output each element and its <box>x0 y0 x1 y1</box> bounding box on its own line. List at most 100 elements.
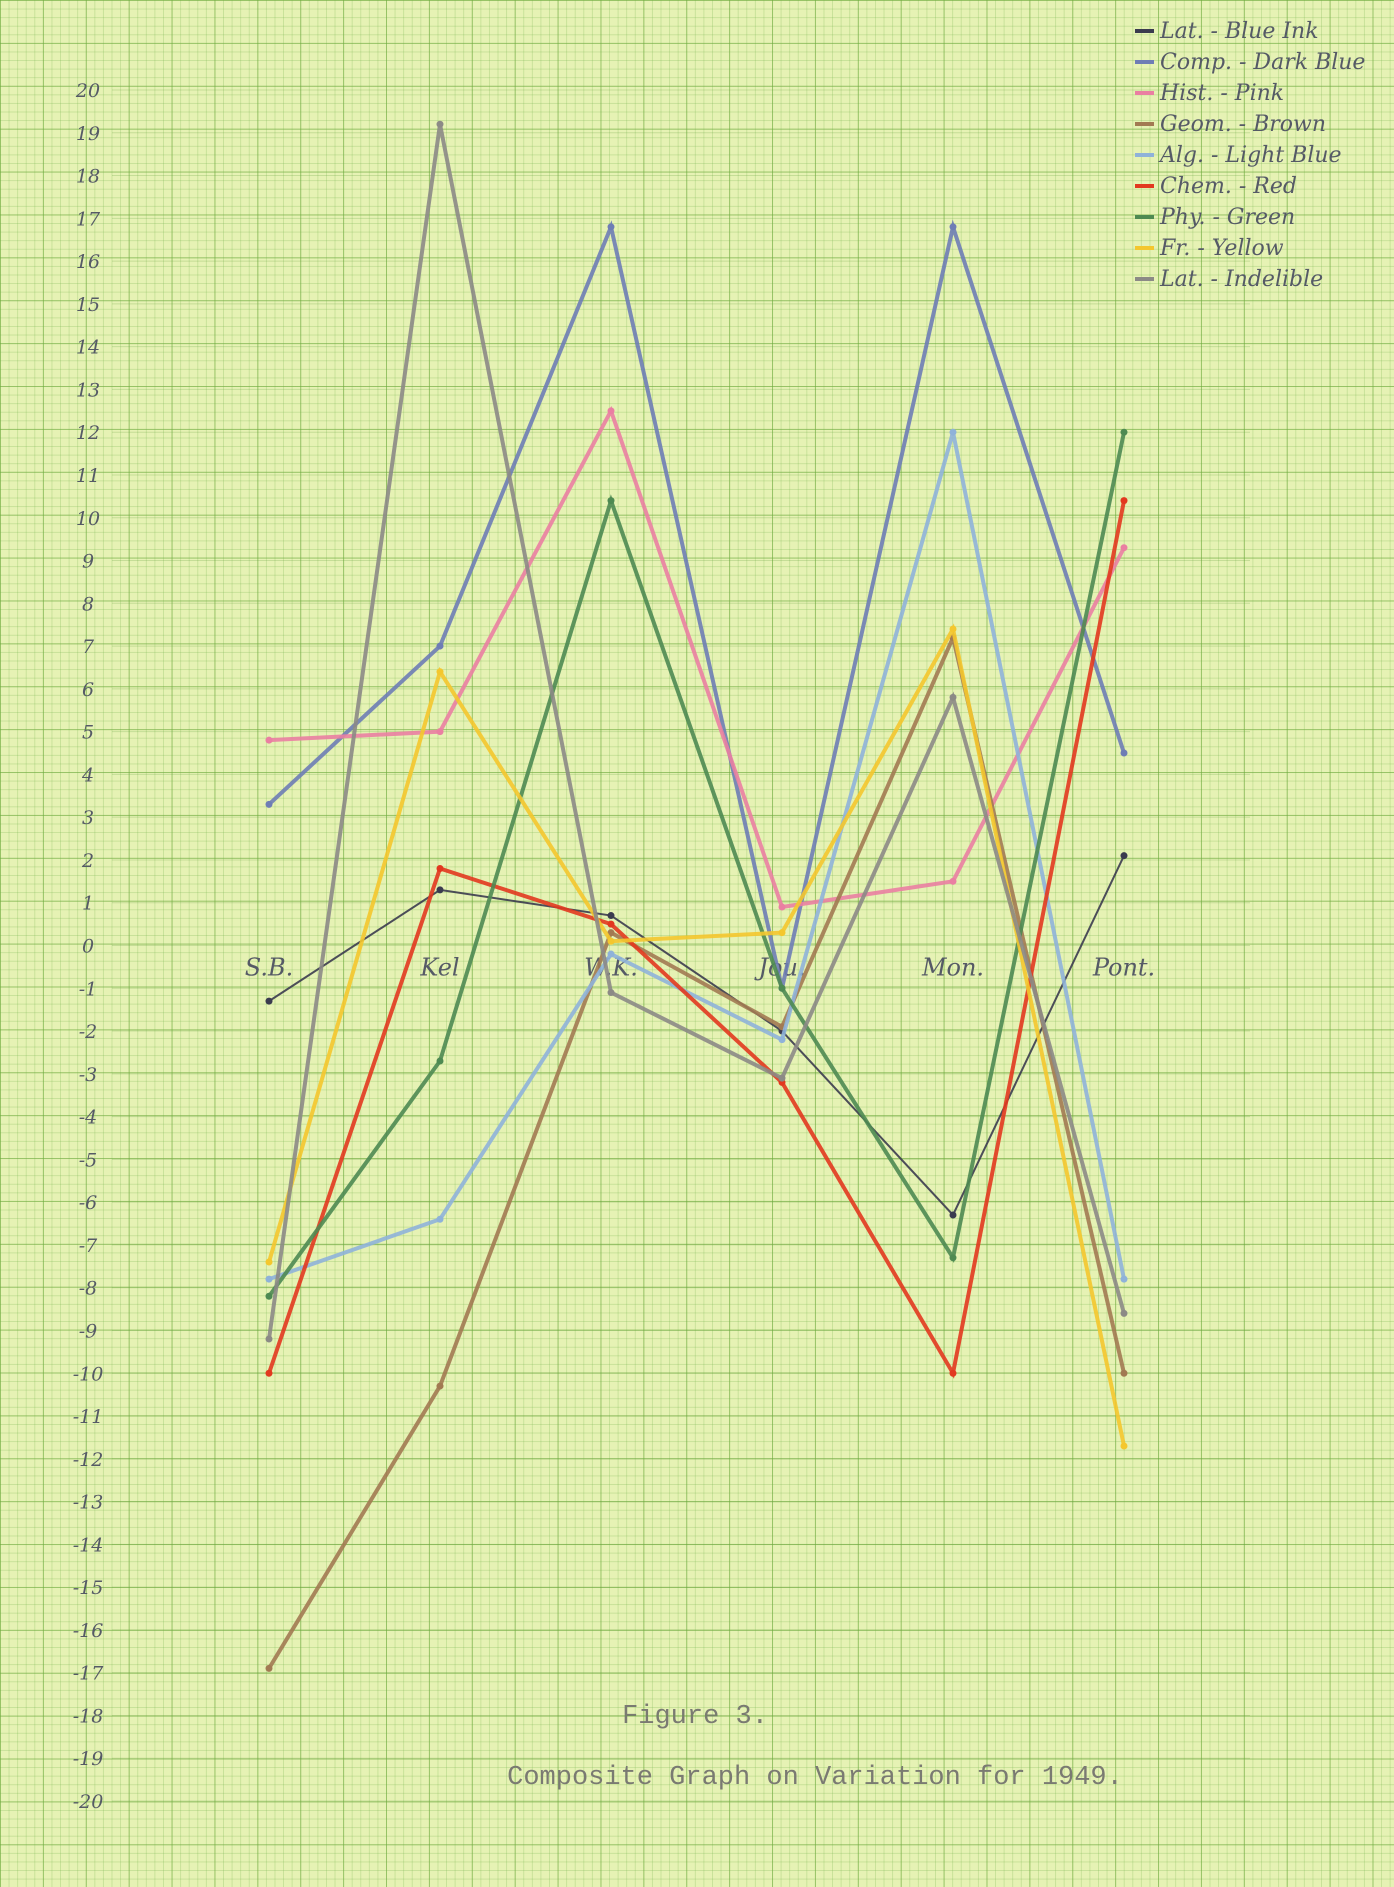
data-point <box>950 429 957 436</box>
data-point <box>437 1383 444 1390</box>
data-point <box>1121 497 1128 504</box>
y-tick-label: -10 <box>73 1363 104 1385</box>
x-tick-label: Pont. <box>1092 954 1155 982</box>
data-point <box>437 886 444 893</box>
y-tick-label: -18 <box>73 1705 104 1727</box>
legend-label: Phy. - Green <box>1159 205 1295 230</box>
legend-label: Lat. - Indelible <box>1159 267 1323 292</box>
data-point <box>950 625 957 632</box>
data-point <box>608 989 615 996</box>
data-point <box>266 737 273 744</box>
data-point <box>1121 1276 1128 1283</box>
legend-label: Chem. - Red <box>1160 174 1297 199</box>
data-point <box>1121 429 1128 436</box>
legend-label: Geom. - Brown <box>1160 112 1326 137</box>
y-tick-label: -13 <box>73 1492 104 1514</box>
y-tick-label: -7 <box>79 1235 98 1257</box>
y-tick-label: 20 <box>75 80 100 102</box>
data-point <box>266 1336 273 1343</box>
data-point <box>779 1036 786 1043</box>
y-tick-label: 11 <box>76 465 100 487</box>
data-point <box>779 985 786 992</box>
legend-label: Alg. - Light Blue <box>1158 143 1342 168</box>
data-point <box>266 1370 273 1377</box>
y-tick-label: 16 <box>76 251 100 273</box>
legend-label: Hist. - Pink <box>1159 81 1284 106</box>
y-tick-label: 18 <box>76 166 100 188</box>
data-point <box>437 865 444 872</box>
y-tick-label: -15 <box>73 1577 104 1599</box>
data-point <box>437 1216 444 1223</box>
legend-label: Lat. - Blue Ink <box>1159 19 1319 44</box>
data-point <box>950 1370 957 1377</box>
y-tick-label: -2 <box>79 1021 98 1043</box>
data-point <box>608 951 615 958</box>
x-tick-label: Kel <box>419 954 459 982</box>
chart-title: Composite Graph on Variation for 1949. <box>507 1763 1123 1793</box>
y-tick-label: -11 <box>73 1406 104 1428</box>
y-tick-label: 10 <box>76 508 100 530</box>
y-tick-label: 0 <box>82 936 94 958</box>
y-tick-label: 9 <box>82 551 94 573</box>
data-point <box>608 938 615 945</box>
y-tick-label: -9 <box>79 1320 98 1342</box>
y-tick-label: 6 <box>82 679 94 701</box>
data-point <box>266 1665 273 1672</box>
data-point <box>266 1276 273 1283</box>
x-tick-label: S.B. <box>245 954 293 982</box>
y-tick-label: 2 <box>81 850 94 872</box>
data-point <box>608 497 615 504</box>
y-tick-label: -4 <box>79 1107 98 1129</box>
y-tick-label: -6 <box>79 1192 98 1214</box>
data-point <box>1121 750 1128 757</box>
y-tick-label: 8 <box>82 593 94 615</box>
figure-caption: Figure 3. <box>622 1702 768 1732</box>
data-point <box>437 668 444 675</box>
data-point <box>266 998 273 1005</box>
data-point <box>608 921 615 928</box>
data-point <box>950 223 957 230</box>
data-point <box>950 694 957 701</box>
data-point <box>1121 544 1128 551</box>
y-tick-label: 19 <box>76 123 100 145</box>
data-point <box>266 1293 273 1300</box>
y-tick-label: -17 <box>73 1663 105 1685</box>
data-point <box>779 904 786 911</box>
y-tick-label: 15 <box>76 294 100 316</box>
data-point <box>266 801 273 808</box>
y-tick-label: 12 <box>76 422 100 444</box>
y-tick-label: 7 <box>82 636 95 658</box>
y-tick-label: -8 <box>79 1278 98 1300</box>
x-tick-label: Mon. <box>921 954 984 982</box>
data-point <box>608 407 615 414</box>
y-tick-label: -12 <box>73 1449 104 1471</box>
data-point <box>950 878 957 885</box>
data-point <box>1121 1442 1128 1449</box>
y-tick-label: 5 <box>82 722 94 744</box>
y-tick-label: 1 <box>82 893 94 915</box>
y-tick-label: 14 <box>76 337 100 359</box>
data-point <box>1121 1370 1128 1377</box>
series-line <box>269 432 1124 1296</box>
data-point <box>437 121 444 128</box>
legend-label: Fr. - Yellow <box>1159 236 1284 261</box>
chart: Figure 3. Composite Graph on Variation f… <box>0 0 1394 1887</box>
series-line <box>269 227 1124 988</box>
y-tick-label: -3 <box>79 1064 98 1086</box>
data-point <box>437 1057 444 1064</box>
data-point <box>1121 1310 1128 1317</box>
y-tick-label: 4 <box>81 764 94 786</box>
y-tick-label: -14 <box>73 1534 104 1556</box>
data-point <box>950 1254 957 1261</box>
y-tick-label: -16 <box>73 1620 104 1642</box>
page: Figure 3. Composite Graph on Variation f… <box>0 0 1394 1887</box>
data-point <box>608 912 615 919</box>
y-tick-label: -1 <box>79 978 98 1000</box>
data-point <box>437 728 444 735</box>
y-tick-label: -20 <box>73 1791 104 1813</box>
data-point <box>608 223 615 230</box>
data-point <box>950 1211 957 1218</box>
y-tick-label: 17 <box>76 208 101 230</box>
y-tick-label: -19 <box>73 1748 104 1770</box>
y-tick-label: 13 <box>76 379 100 401</box>
